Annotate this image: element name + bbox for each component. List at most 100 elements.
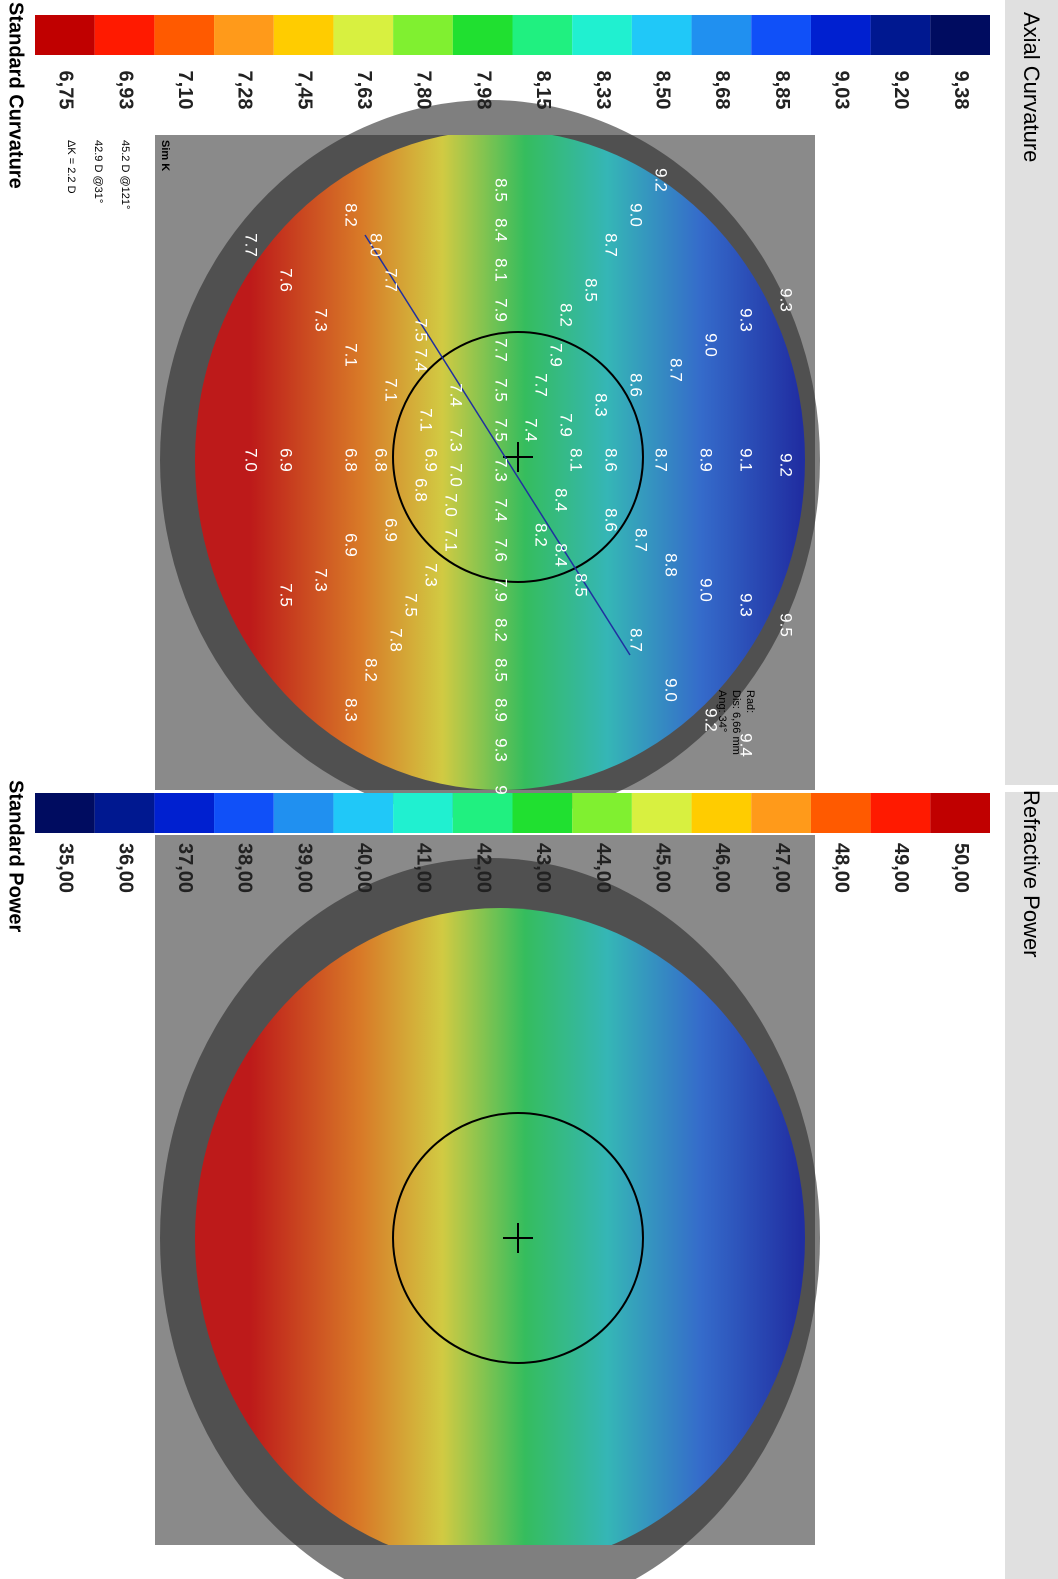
map-value: 8.9 [492,698,511,722]
map-value: 9.2 [702,708,721,732]
scale-swatch [513,15,573,55]
scale-label: 37,00 [174,843,196,893]
map-value: 7.6 [492,538,511,562]
map-value: 9.5 [777,613,796,637]
map-value: 8.1 [567,448,586,472]
map-value: 7.7 [492,338,511,362]
scale-label: 50,00 [950,843,972,893]
map-value: 7.7 [242,233,261,257]
scale-swatch [35,793,95,833]
map-value: 7.9 [492,578,511,602]
scale-label: 6,75 [55,71,77,110]
scale-swatch [393,15,453,55]
map-value: 7.5 [402,593,421,617]
scale-swatch [95,793,155,833]
map-value: 9.4 [737,733,756,757]
map-value: 9.0 [702,333,721,357]
scale-swatch [572,15,632,55]
map-value: 7.0 [242,448,261,472]
map-value: 8.2 [342,203,361,227]
map-value: 7.4 [447,383,466,407]
topography-screen: Axial CurvatureStandard Curvature6,756,9… [0,0,1058,1579]
map-value: 6.8 [372,448,391,472]
scale-swatch [871,15,931,55]
scale-label: 7,10 [174,71,196,110]
scale-swatch [154,793,214,833]
map-value: 7.1 [442,528,461,552]
scale-swatch [930,15,990,55]
scale-title: Standard Power [5,780,27,932]
map-value: 8.7 [602,233,621,257]
sim-k-heading: Sim K [159,140,171,171]
scale-swatch [154,15,214,55]
map-value: 7.8 [387,628,406,652]
map-value: 6.8 [342,448,361,472]
sim-k-line: ΔK = 2.2 D [65,140,77,194]
scale-swatch [811,793,871,833]
map-value: 8.5 [492,178,511,202]
scale-swatch [214,15,274,55]
panel-title: Axial Curvature [1019,12,1044,162]
scale-swatch [632,793,692,833]
scale-swatch [751,15,811,55]
map-value: 7.7 [382,268,401,292]
scale-swatch [453,793,513,833]
map-value: 8.5 [572,573,591,597]
sim-k-line: 45.2 D @121° [119,140,131,209]
position-line: Rad: [744,690,756,713]
scale-label: 7,80 [413,71,435,110]
scale-label: 9,03 [831,71,853,110]
scale-swatch [95,15,155,55]
map-value: 6.9 [342,533,361,557]
scale-label: 9,38 [950,71,972,110]
map-value: 8.2 [362,658,381,682]
map-value: 7.5 [492,378,511,402]
map-value: 7.4 [522,418,541,442]
map-value: 7.9 [547,343,566,367]
scale-label: 8,50 [651,71,673,110]
scale-label: 8,15 [532,71,554,110]
scale-label: 49,00 [890,843,912,893]
scale-label: 7,45 [293,71,315,110]
map-value: 8.7 [632,528,651,552]
scale-label: 41,00 [413,843,435,893]
map-value: 9.3 [777,288,796,312]
map-value: 7.3 [312,568,331,592]
scale-label: 48,00 [831,843,853,893]
map-value: 8.5 [492,658,511,682]
refractive-map [155,835,820,1579]
map-value: 8.2 [557,303,576,327]
scale-label: 35,00 [55,843,77,893]
scale-swatch [393,793,453,833]
scale-label: 40,00 [353,843,375,893]
map-value: 7.5 [277,583,296,607]
scale-swatch [632,15,692,55]
map-value: 9.2 [652,168,671,192]
scale-label: 42,00 [472,843,494,893]
panel-title: Refractive Power [1019,790,1044,958]
map-value: 7.3 [447,428,466,452]
map-value: 8.6 [627,373,646,397]
map-value: 8.1 [492,258,511,282]
scale-swatch [930,793,990,833]
map-value: 7.7 [532,373,551,397]
map-value: 7.6 [277,268,296,292]
map-value: 6.9 [422,448,441,472]
map-value: 8.5 [582,278,601,302]
map-value: 7.1 [417,408,436,432]
map-value: 8.7 [652,448,671,472]
map-value: 8.3 [592,393,611,417]
scale-label: 8,33 [592,71,614,110]
scale-label: 6,93 [114,71,136,110]
map-value: 7.3 [312,308,331,332]
map-value: 7.5 [412,318,431,342]
map-value: 9.3 [737,593,756,617]
map-value: 6.8 [412,478,431,502]
map-value: 9.2 [777,453,796,477]
scale-label: 7,63 [353,71,375,110]
scale-label: 45,00 [651,843,673,893]
scale-label: 7,28 [234,71,256,110]
scale-swatch [214,793,274,833]
scale-label: 9,20 [890,71,912,110]
scale-swatch [453,15,513,55]
